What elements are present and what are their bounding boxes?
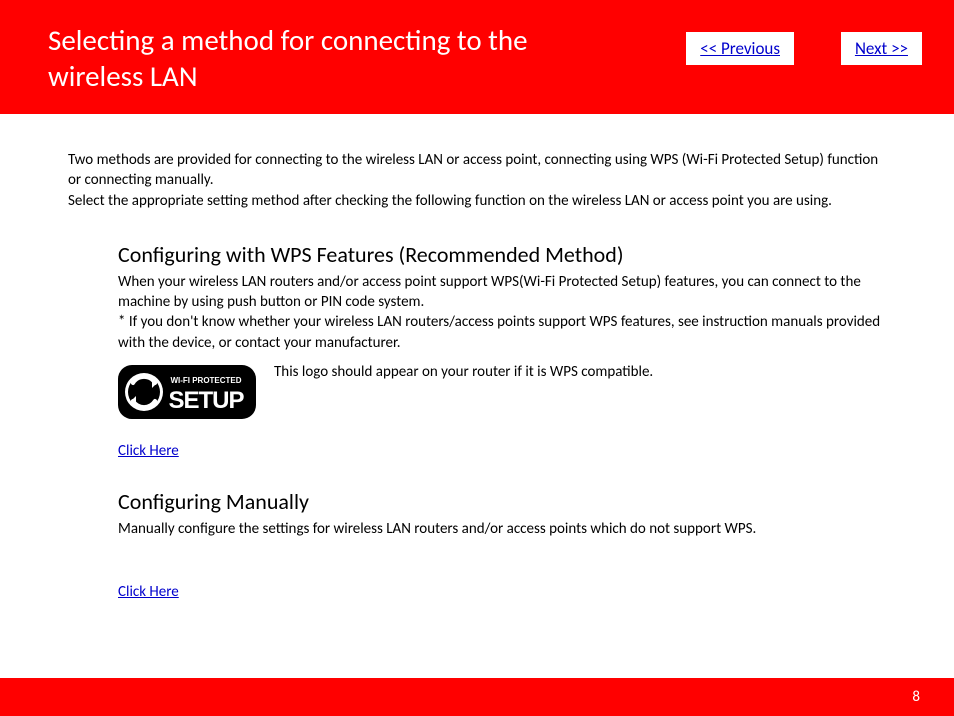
wps-click-here-link[interactable]: Click Here: [118, 442, 179, 460]
wps-logo-caption: This logo should appear on your router i…: [274, 361, 653, 381]
wps-body-2: * If you don't know whether your wireles…: [118, 313, 880, 351]
header-bar: Selecting a method for connecting to the…: [0, 0, 954, 114]
previous-button[interactable]: << Previous: [686, 32, 794, 65]
footer-bar: 8: [0, 678, 954, 716]
wps-body: When your wireless LAN routers and/or ac…: [118, 272, 894, 353]
manual-click-here-link[interactable]: Click Here: [118, 583, 179, 601]
section-manual: Configuring Manually Manually configure …: [118, 488, 894, 601]
intro-line-2: Select the appropriate setting method af…: [68, 192, 832, 210]
next-button[interactable]: Next >>: [841, 32, 922, 65]
svg-text:SETUP: SETUP: [168, 387, 244, 414]
page-title: Selecting a method for connecting to the…: [48, 22, 608, 95]
page-number: 8: [912, 688, 920, 706]
section-wps: Configuring with WPS Features (Recommend…: [118, 241, 894, 460]
manual-heading: Configuring Manually: [118, 488, 894, 515]
intro-line-1: Two methods are provided for connecting …: [68, 151, 878, 189]
wps-logo-row: WI-FI PROTECTED SETUP This logo should a…: [118, 361, 894, 428]
wps-logo-icon: WI-FI PROTECTED SETUP: [118, 361, 256, 428]
wps-heading: Configuring with WPS Features (Recommend…: [118, 241, 894, 268]
wps-body-1: When your wireless LAN routers and/or ac…: [118, 273, 861, 311]
svg-text:WI-FI PROTECTED: WI-FI PROTECTED: [170, 376, 241, 385]
manual-body: Manually configure the settings for wire…: [118, 519, 894, 539]
intro-text: Two methods are provided for connecting …: [68, 150, 894, 211]
content-area: Two methods are provided for connecting …: [0, 114, 954, 601]
